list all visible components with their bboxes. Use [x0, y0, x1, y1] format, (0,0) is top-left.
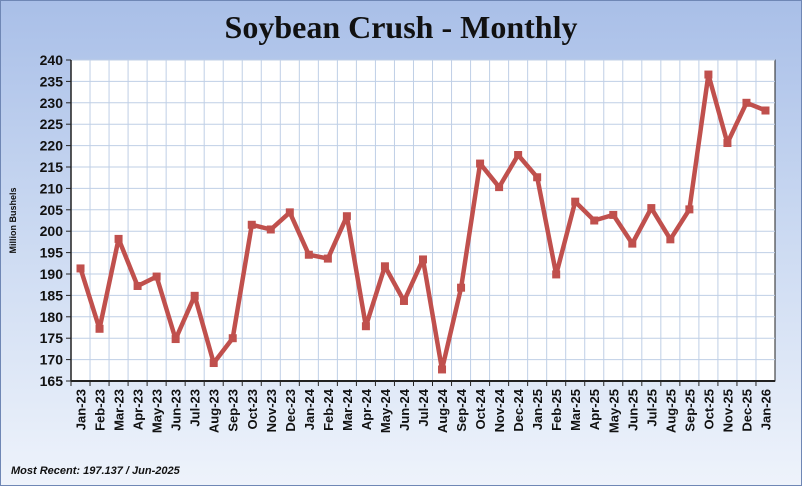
data-point: [361, 322, 370, 331]
y-tick-label: 230: [40, 95, 64, 111]
y-tick-label: 180: [40, 309, 64, 325]
y-tick-label: 215: [40, 159, 64, 175]
x-tick-label: Jul-25: [644, 389, 659, 427]
data-point: [133, 281, 142, 290]
x-tick-label: Nov-23: [264, 389, 279, 432]
x-tick-label: Jan-25: [530, 389, 545, 430]
data-point: [647, 204, 656, 213]
data-point: [266, 225, 275, 234]
x-tick-label: Oct-25: [701, 389, 716, 429]
data-point: [533, 173, 542, 182]
x-tick-label: Oct-23: [245, 389, 260, 429]
x-tick-label: Feb-25: [549, 389, 564, 431]
x-tick-label: Jun-24: [397, 388, 412, 431]
data-point: [171, 335, 180, 344]
y-tick-label: 240: [40, 52, 64, 68]
y-tick-label: 225: [40, 116, 64, 132]
x-tick-label: Jan-24: [302, 388, 317, 430]
y-tick-label: 185: [40, 287, 64, 303]
x-tick-label: Aug-23: [207, 389, 222, 433]
y-tick-label: 220: [40, 138, 64, 154]
x-tick-label: May-24: [378, 388, 393, 433]
data-point: [228, 334, 237, 343]
data-point: [342, 212, 351, 221]
data-point: [628, 239, 637, 248]
data-point: [723, 139, 732, 148]
x-tick-label: Nov-25: [720, 389, 735, 432]
data-point: [609, 210, 618, 219]
x-tick-label: May-23: [150, 389, 165, 433]
data-point: [742, 98, 751, 107]
x-tick-label: Apr-23: [131, 389, 146, 430]
x-tick-label: Sep-24: [454, 388, 469, 431]
y-tick-label: 235: [40, 73, 64, 89]
data-point: [552, 270, 561, 279]
x-tick-label: Jan-23: [74, 389, 89, 430]
chart-title: Soybean Crush - Monthly: [224, 9, 578, 45]
x-tick-label: Dec-25: [739, 389, 754, 432]
data-point: [438, 365, 447, 374]
data-point: [76, 264, 85, 273]
data-point: [190, 291, 199, 300]
y-tick-label: 205: [40, 202, 64, 218]
x-tick-label: Dec-23: [283, 389, 298, 432]
y-tick-label: 175: [40, 330, 64, 346]
data-point: [247, 220, 256, 229]
data-point: [114, 234, 123, 243]
y-tick-label: 190: [40, 266, 64, 282]
x-tick-label: Nov-24: [492, 388, 507, 432]
x-tick-label: Jan-26: [758, 389, 773, 430]
x-tick-label: Aug-24: [435, 388, 450, 433]
y-tick-label: 195: [40, 245, 64, 261]
x-tick-label: Oct-24: [473, 388, 488, 429]
data-point: [495, 183, 504, 192]
data-point: [514, 151, 523, 160]
x-tick-label: Aug-25: [663, 389, 678, 433]
data-point: [285, 208, 294, 217]
most-recent-note: Most Recent: 197.137 / Jun-2025: [11, 465, 180, 477]
x-tick-label: Mar-24: [340, 388, 355, 431]
x-tick-label: Sep-25: [682, 389, 697, 432]
data-point: [685, 205, 694, 214]
data-point: [304, 250, 313, 259]
y-axis-label: Million Bushels: [8, 187, 18, 253]
x-tick-label: Apr-25: [587, 389, 602, 430]
x-tick-label: Apr-24: [359, 388, 374, 430]
y-tick-label: 200: [40, 223, 64, 239]
data-point: [457, 283, 466, 292]
data-point: [209, 359, 218, 368]
data-point: [95, 324, 104, 333]
x-tick-label: Mar-25: [568, 389, 583, 431]
x-tick-label: Mar-23: [112, 389, 127, 431]
y-tick-label: 210: [40, 180, 64, 196]
x-tick-label: Sep-23: [226, 389, 241, 432]
data-point: [761, 106, 770, 115]
x-tick-label: Jul-23: [188, 389, 203, 427]
x-tick-label: Jun-23: [169, 389, 184, 431]
x-tick-label: May-25: [606, 389, 621, 433]
data-point: [476, 159, 485, 168]
x-tick-label: Dec-24: [511, 388, 526, 431]
data-point: [666, 235, 675, 244]
data-point: [704, 70, 713, 79]
y-tick-label: 170: [40, 352, 64, 368]
data-point: [419, 255, 427, 264]
x-tick-label: Feb-23: [93, 389, 108, 431]
x-tick-label: Feb-24: [321, 388, 336, 431]
data-point: [380, 262, 389, 271]
data-point: [399, 296, 408, 305]
data-point: [152, 272, 161, 281]
x-tick-label: Jul-24: [416, 388, 431, 426]
data-point: [323, 254, 332, 263]
data-point: [590, 216, 599, 225]
y-tick-label: 165: [40, 373, 64, 389]
x-tick-label: Jun-25: [625, 389, 640, 431]
data-point: [571, 197, 580, 206]
